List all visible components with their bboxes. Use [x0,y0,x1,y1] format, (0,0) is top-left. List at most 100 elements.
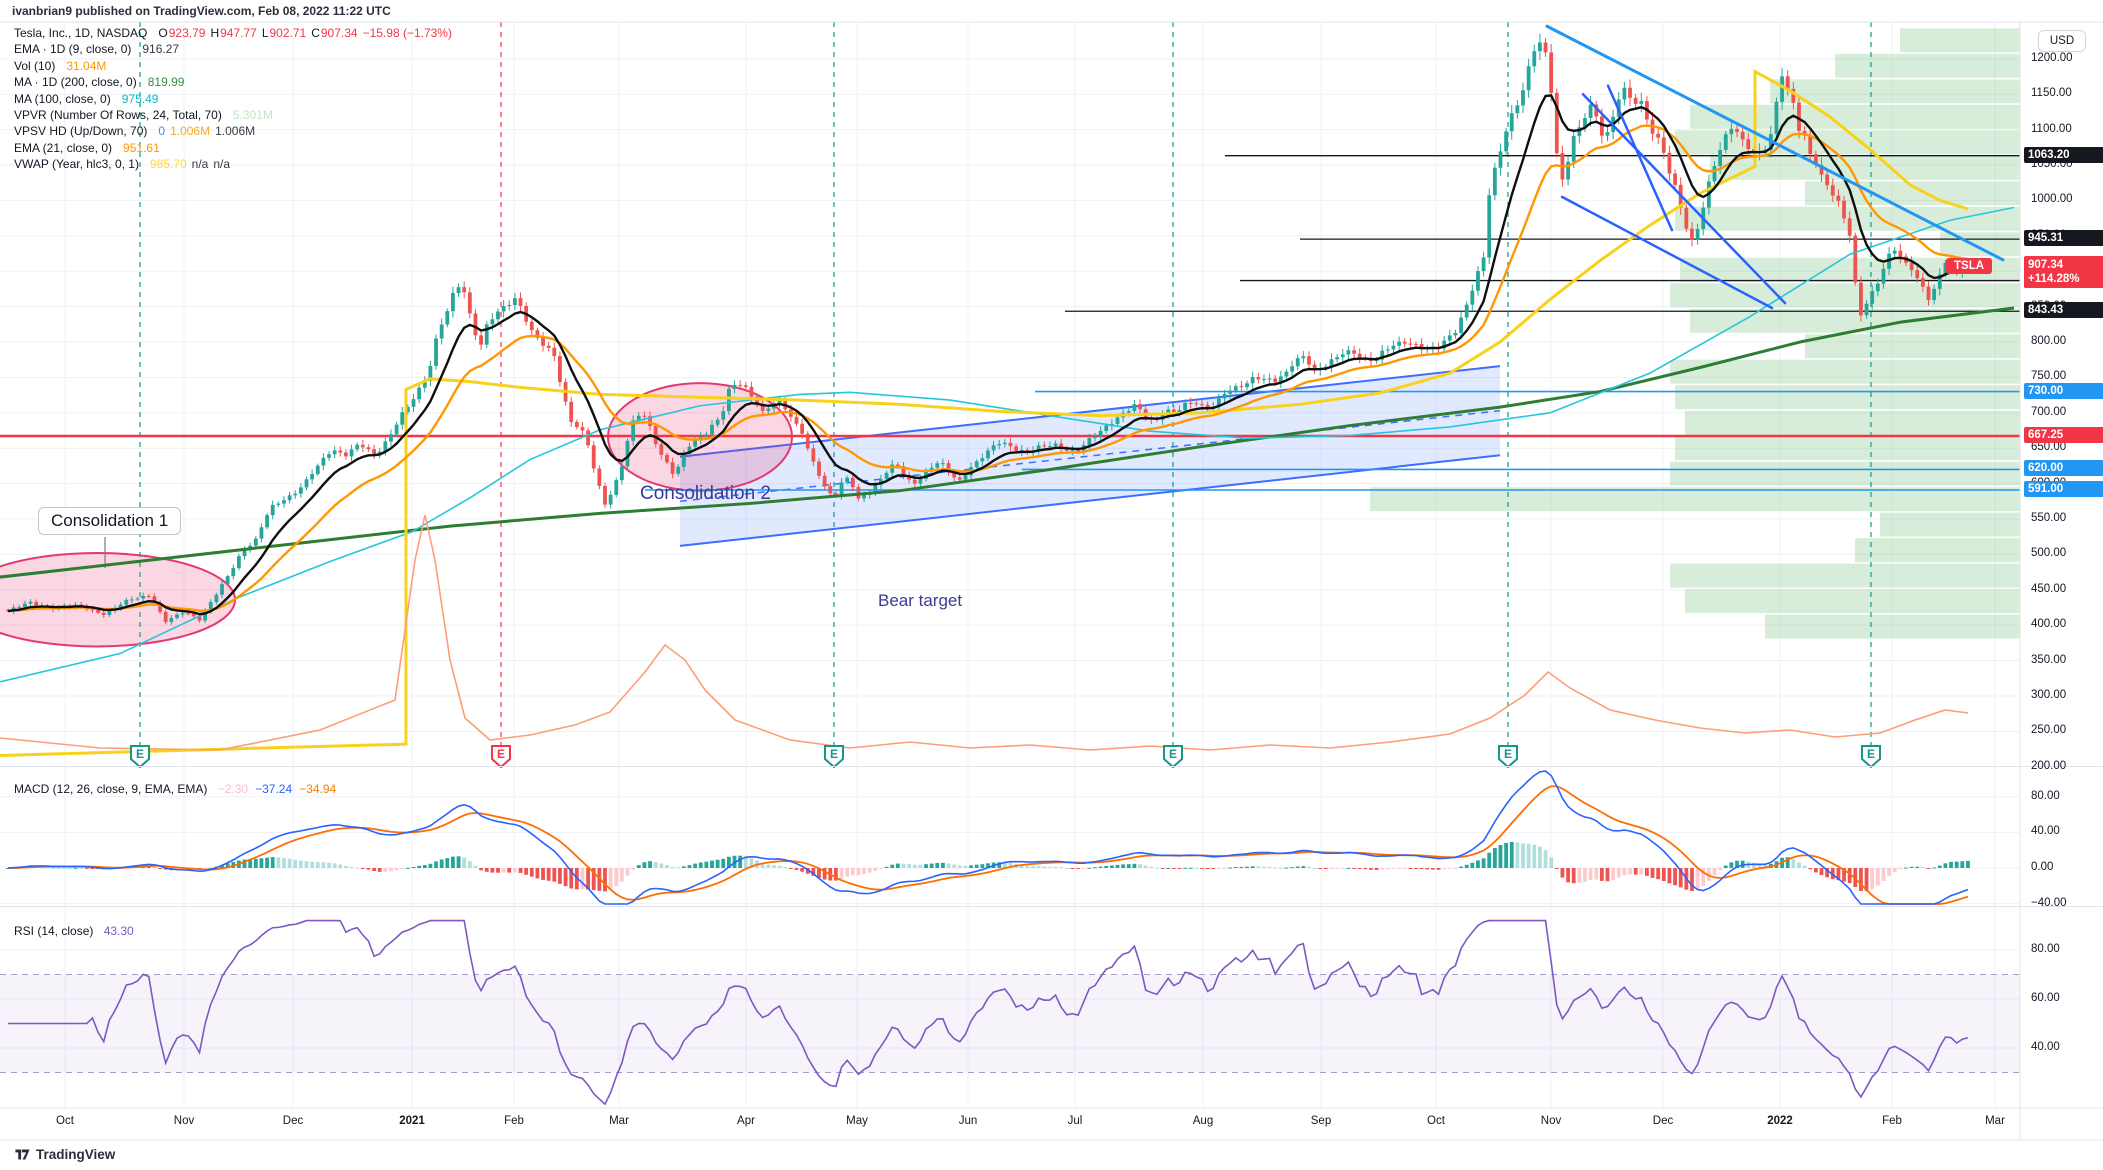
candle-body [642,415,647,417]
macd-histogram-bar [259,858,264,868]
macd-histogram-bar [1791,858,1796,868]
time-axis-label[interactable]: Dec [1652,1115,1674,1127]
time-axis-label[interactable]: Mar [1985,1115,2005,1127]
macd-histogram-bar [974,864,979,868]
macd-histogram-bar [1284,867,1289,869]
macd-histogram-bar [451,856,455,868]
time-axis-label[interactable]: May [846,1115,868,1127]
candle-body [1228,390,1233,394]
time-axis-label[interactable]: Mar [609,1115,629,1127]
time-axis-label[interactable]: 2022 [1767,1115,1793,1127]
legend-row[interactable]: EMA · 1D (9, close, 0) 916.27 [14,41,452,57]
time-axis-label[interactable]: Sep [1310,1115,1332,1127]
macd-histogram-bar [90,868,95,869]
time-axis-label[interactable]: Feb [1882,1115,1902,1127]
symbol-flag[interactable]: TSLA [1946,258,1993,274]
macd-histogram-bar [760,862,765,868]
legend-row[interactable]: EMA (21, close, 0) 951.61 [14,140,452,156]
candle-body [270,504,275,516]
candle-body [411,399,416,407]
candle-body [445,311,450,325]
legend-row-label: MA (100, close, 0) [14,91,111,106]
time-axis-label[interactable]: Dec [282,1115,304,1127]
time-axis-label[interactable]: Nov [1540,1115,1562,1127]
time-axis-label[interactable]: Aug [1192,1115,1214,1127]
rsi-axis-tick: 60.00 [2031,992,2060,1004]
time-axis-label[interactable]: Oct [56,1115,74,1127]
earnings-badge[interactable]: E [1861,745,1881,769]
macd-histogram-bar [400,868,405,869]
macd-histogram-bar [648,861,652,868]
macd-histogram-bar [1481,858,1486,868]
earnings-badge[interactable]: E [1163,745,1183,769]
macd-histogram-bar [1188,867,1193,869]
macd-histogram-bar [659,863,664,868]
macd-histogram-bar [676,867,681,869]
macd-histogram-bar [1487,852,1492,868]
macd-histogram-bar [670,866,675,868]
candle-body [1352,350,1356,354]
candle-body [552,347,557,357]
macd-histogram-bar [158,868,162,869]
legend-row[interactable]: Vol (10) 31.04M [14,58,452,74]
annotation-bear-target[interactable]: Bear target [878,591,963,610]
macd-histogram-bar [788,868,793,869]
macd-histogram-bar [1087,867,1092,869]
candle-body [507,305,512,307]
macd-histogram-bar [1661,868,1666,881]
candle-body [1774,101,1779,135]
candle-body [1909,262,1914,271]
macd-legend[interactable]: MACD (12, 26, close, 9, EMA, EMA) −2.30−… [14,782,336,796]
time-axis-label[interactable]: Nov [173,1115,195,1127]
candle-body [1171,409,1176,412]
candle-body [1797,102,1801,131]
time-axis-label[interactable]: Jul [1067,1115,1083,1127]
earnings-badge[interactable]: E [130,745,150,769]
time-axis-label[interactable]: 2021 [399,1115,425,1127]
annotation-consolidation-2[interactable]: Consolidation 2 [640,483,771,504]
candle-body [986,450,990,459]
candle-body [952,472,957,478]
tradingview-logo[interactable]: TradingView [14,1146,115,1163]
macd-histogram-bar [518,868,523,873]
legend-value: 985.70 [149,157,187,172]
legend-row[interactable]: Tesla, Inc., 1D, NASDAQ O923.79 H947.77 L90… [14,25,452,41]
macd-histogram-bar [1599,868,1604,881]
candle-body [1397,341,1402,346]
macd-histogram-bar [558,868,562,884]
legend-row[interactable]: MA (100, close, 0) 975.49 [14,91,452,107]
price-axis-tick: 750.00 [2031,370,2067,383]
macd-histogram-bar [1048,866,1052,868]
currency-button[interactable]: USD [2038,30,2086,52]
rsi-legend[interactable]: RSI (14, close) 43.30 [14,924,134,938]
legend-row[interactable]: MA · 1D (200, close, 0) 819.99 [14,74,452,90]
macd-histogram-bar [146,866,151,868]
time-axis-label[interactable]: Apr [737,1115,755,1127]
macd-histogram-bar [1718,868,1723,871]
macd-histogram-bar [907,864,912,868]
earnings-badge[interactable]: E [824,745,844,769]
legend-row[interactable]: VPSV HD (Up/Down, 70) 0 1.006M 1.006M [14,123,452,139]
macd-histogram-bar [1549,857,1554,868]
time-axis-label[interactable]: Jun [958,1115,978,1127]
annotation-consolidation-1[interactable]: Consolidation 1 [38,507,182,535]
legend-row[interactable]: VPVR (Number Of Rows, 24, Total, 70) 5.30… [14,107,452,123]
time-axis-label[interactable]: Feb [504,1115,524,1127]
macd-histogram-bar [310,861,315,868]
macd-histogram-bar [1639,868,1644,875]
macd-histogram-bar [1160,868,1165,869]
earnings-badge[interactable]: E [491,745,511,769]
time-axis-label[interactable]: Oct [1427,1115,1445,1127]
earnings-badge[interactable]: E [1498,745,1518,769]
legend-row[interactable]: VWAP (Year, hlc3, 0, 1) 985.70 n/a n/a [14,156,452,172]
candle-body [1447,335,1452,341]
candle-body [603,485,607,505]
macd-histogram-bar [698,862,703,868]
macd-histogram-bar [1605,868,1610,882]
legend-value: 1.006M [170,124,211,139]
legend-value: 1.006M [215,124,256,139]
volume-profile-bar [1900,28,2020,53]
macd-histogram-bar [715,859,720,868]
macd-histogram-bar [1735,860,1739,868]
